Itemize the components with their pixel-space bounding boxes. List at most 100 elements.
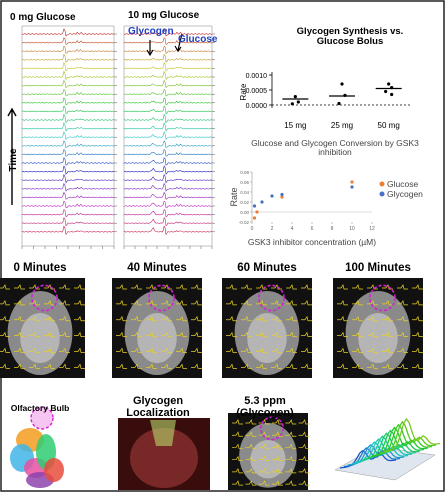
voxel-spectrum xyxy=(241,315,252,322)
voxel-spectrum xyxy=(286,315,297,322)
spectrum-trace xyxy=(21,105,115,115)
y-label: Rate xyxy=(229,187,239,206)
point xyxy=(270,194,274,198)
voxel-spectrum xyxy=(271,363,282,369)
voxel-spectrum xyxy=(14,363,25,369)
voxel-spectrum xyxy=(74,363,85,369)
voxel-spectrum xyxy=(397,315,408,322)
voxel-spectrum xyxy=(301,300,312,306)
spectra-frame xyxy=(123,25,213,247)
dot xyxy=(337,101,341,106)
voxel-spectrum xyxy=(285,455,297,462)
voxel-spectrum xyxy=(74,347,85,353)
spectrum-trace xyxy=(123,53,213,63)
roi xyxy=(258,284,285,312)
voxel-spectrum xyxy=(367,315,378,322)
spectrum-trace xyxy=(123,105,213,115)
point xyxy=(252,216,257,220)
spectrum-trace xyxy=(123,148,213,157)
arrow xyxy=(174,33,183,53)
chart-title: Glycogen Synthesis vs. Glucose Bolus xyxy=(296,26,404,48)
spectrum-trace xyxy=(21,157,115,166)
annotation: Glycogen xyxy=(128,26,174,37)
y-tick-label: 0.0000 xyxy=(246,103,268,110)
voxel-spectrum xyxy=(116,331,127,337)
voxel-spectrum xyxy=(74,284,85,290)
voxel-spectrum xyxy=(176,331,187,337)
voxel-spectrum xyxy=(412,363,423,369)
y-label: Rate xyxy=(239,83,248,100)
roi xyxy=(369,284,396,312)
spectrum-trace xyxy=(123,28,213,37)
voxel-spectrum xyxy=(74,315,85,322)
spectrum-trace xyxy=(21,45,115,54)
voxel-spectrum xyxy=(232,431,243,437)
voxel-spectrum xyxy=(245,468,257,474)
voxel-spectrum xyxy=(116,300,127,306)
voxel-spectrum xyxy=(191,284,202,290)
voxel-spectrum xyxy=(397,347,408,353)
voxel-spectrum xyxy=(367,300,378,306)
panel-title: 0 mg Glucose xyxy=(10,12,76,23)
spectra-frame xyxy=(21,25,115,247)
voxel-spectrum xyxy=(131,363,142,369)
voxel-spectrum xyxy=(74,300,85,306)
spectrum-trace xyxy=(123,200,213,209)
spectrum-trace xyxy=(21,88,115,97)
voxel-spectrum xyxy=(29,331,40,337)
voxel-spectrum xyxy=(241,347,252,353)
voxel-spectrum xyxy=(272,443,283,449)
localization-slice xyxy=(150,420,176,446)
voxel-spectrum xyxy=(256,347,267,353)
voxel-spectrum xyxy=(337,315,348,322)
voxel-spectrum xyxy=(131,284,142,290)
voxel-spectrum xyxy=(176,315,187,322)
spectrum-trace xyxy=(123,131,213,140)
x-label: GSK3 inhibitor concentration (µM) xyxy=(248,237,376,247)
voxel-spectrum xyxy=(272,419,283,425)
voxel-spectrum xyxy=(258,443,270,449)
voxel-spectrum xyxy=(245,419,257,425)
voxel-spectrum xyxy=(146,300,157,306)
voxel-spectrum xyxy=(256,331,267,337)
spectrum-trace xyxy=(123,157,213,166)
spectrum-trace xyxy=(21,173,115,184)
time-label: 100 Minutes xyxy=(345,262,411,274)
voxel-spectrum xyxy=(176,300,187,306)
x-tick-label: 8 xyxy=(331,226,334,232)
voxel-spectrum xyxy=(191,347,202,353)
spectrum-trace xyxy=(123,122,213,132)
voxel-spectrum xyxy=(116,284,127,290)
brain-inner xyxy=(358,313,398,363)
spectrum-trace xyxy=(21,148,115,157)
voxel-spectrum xyxy=(161,331,172,337)
voxel-spectrum xyxy=(301,315,312,322)
voxel-spectrum xyxy=(382,363,393,369)
voxel-spectrum xyxy=(367,363,378,369)
voxel-spectrum xyxy=(226,363,237,369)
voxel-spectrum xyxy=(44,363,55,369)
voxel-spectrum xyxy=(161,347,172,353)
voxel-spectrum xyxy=(272,480,283,486)
voxel-spectrum xyxy=(191,331,202,337)
voxel-spectrum xyxy=(131,331,142,337)
voxel-spectrum xyxy=(14,300,25,306)
dot xyxy=(390,92,394,97)
voxel-spectrum xyxy=(116,315,127,322)
panel-title: 10 mg Glucose xyxy=(128,10,200,21)
voxel-spectrum xyxy=(191,315,202,322)
spectrum-trace xyxy=(21,200,115,209)
voxel-spectrum xyxy=(146,331,157,337)
point xyxy=(350,180,354,184)
point xyxy=(255,210,259,214)
y-tick-label: 0.00 xyxy=(240,210,249,215)
voxel-spectrum xyxy=(241,300,252,306)
voxel-spectrum xyxy=(176,363,187,369)
voxel-spectrum xyxy=(272,455,283,462)
voxel-spectrum xyxy=(285,431,297,437)
legend-label: Glucose xyxy=(387,179,418,189)
voxel-spectrum xyxy=(245,431,257,437)
spectrum-trace xyxy=(21,208,115,218)
voxel-spectrum xyxy=(397,300,408,306)
voxel-spectrum xyxy=(14,347,25,353)
